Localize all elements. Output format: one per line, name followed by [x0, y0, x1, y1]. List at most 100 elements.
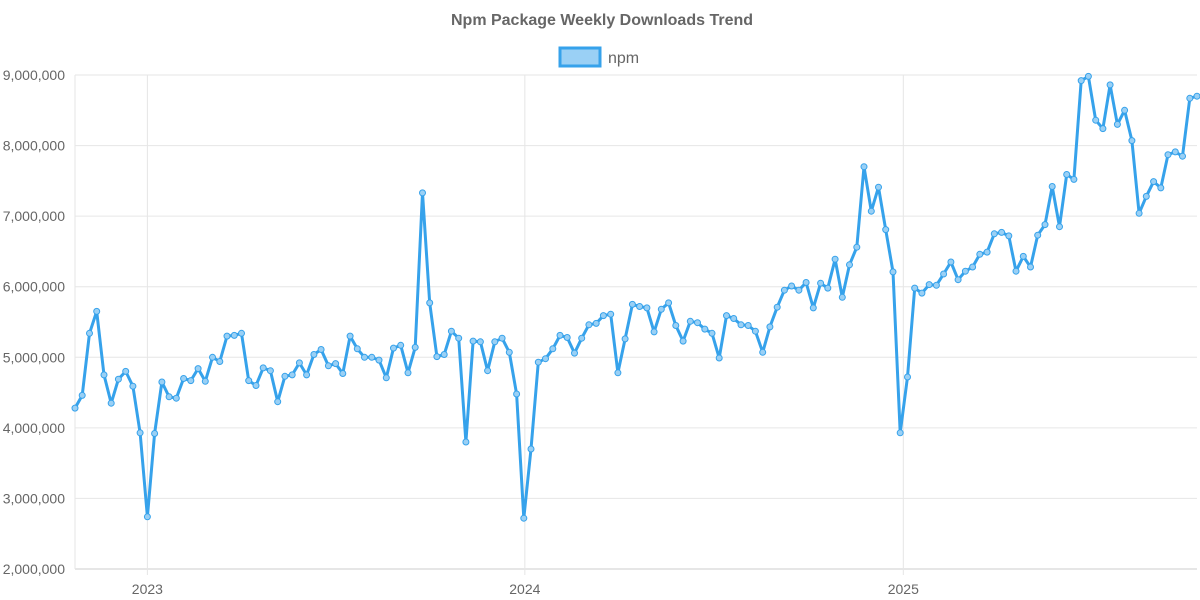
data-point[interactable] [513, 390, 521, 398]
data-point[interactable] [976, 250, 984, 258]
data-point[interactable] [802, 279, 810, 286]
data-point[interactable] [860, 163, 868, 171]
data-point[interactable] [672, 322, 680, 329]
data-point[interactable] [932, 281, 940, 289]
data-point[interactable] [875, 183, 882, 191]
data-point[interactable] [100, 371, 108, 379]
data-point[interactable] [1164, 151, 1172, 159]
data-point[interactable] [266, 367, 274, 375]
data-point[interactable] [274, 398, 282, 406]
data-point[interactable] [346, 332, 354, 340]
data-point[interactable] [288, 371, 296, 379]
data-point[interactable] [317, 346, 325, 353]
data-point[interactable] [1048, 183, 1056, 190]
data-point[interactable] [151, 430, 159, 437]
data-point[interactable] [1113, 120, 1121, 128]
data-point[interactable] [650, 328, 658, 336]
data-point[interactable] [1041, 221, 1049, 229]
data-point[interactable] [744, 322, 752, 329]
data-point[interactable] [462, 438, 470, 446]
data-point[interactable] [469, 337, 477, 345]
data-point[interactable] [809, 304, 817, 312]
data-point[interactable] [332, 360, 340, 368]
data-point[interactable] [78, 391, 86, 399]
data-point[interactable] [585, 321, 593, 329]
data-point[interactable] [614, 369, 622, 377]
data-point[interactable] [961, 267, 969, 275]
data-point[interactable] [476, 338, 484, 346]
data-point[interactable] [882, 226, 890, 234]
data-point[interactable] [136, 429, 144, 437]
data-point[interactable] [440, 351, 448, 358]
data-point[interactable] [556, 331, 564, 339]
data-point[interactable] [93, 307, 101, 315]
data-point[interactable] [773, 303, 781, 311]
data-point[interactable] [230, 331, 238, 339]
data-point[interactable] [636, 303, 644, 310]
data-point[interactable] [180, 375, 188, 382]
data-point[interactable] [86, 329, 93, 337]
data-point[interactable] [824, 284, 832, 292]
data-point[interactable] [730, 315, 738, 322]
data-point[interactable] [990, 230, 998, 238]
data-point[interactable] [1012, 267, 1020, 275]
data-point[interactable] [491, 338, 499, 346]
data-point[interactable] [831, 255, 839, 263]
data-point[interactable] [1150, 178, 1158, 186]
data-point[interactable] [1092, 116, 1100, 124]
data-point[interactable] [339, 370, 347, 377]
data-point[interactable] [911, 284, 919, 292]
data-point[interactable] [759, 348, 767, 356]
data-point[interactable] [455, 334, 463, 342]
data-point[interactable] [607, 310, 615, 318]
data-point[interactable] [129, 382, 137, 390]
data-point[interactable] [1019, 252, 1027, 260]
data-point[interactable] [390, 344, 397, 352]
data-point[interactable] [1135, 209, 1143, 217]
data-point[interactable] [904, 373, 911, 381]
data-point[interactable] [71, 404, 79, 412]
data-point[interactable] [542, 355, 549, 363]
data-point[interactable] [411, 343, 419, 351]
data-point[interactable] [295, 359, 303, 367]
data-point[interactable] [447, 327, 455, 335]
data-point[interactable] [737, 321, 745, 329]
data-point[interactable] [375, 356, 383, 364]
data-point[interactable] [122, 367, 130, 375]
data-point[interactable] [143, 513, 151, 521]
data-point[interactable] [940, 270, 948, 278]
data-point[interactable] [1186, 94, 1194, 102]
data-point[interactable] [238, 329, 245, 337]
data-point[interactable] [795, 286, 803, 294]
data-point[interactable] [1034, 231, 1042, 239]
data-point[interactable] [527, 445, 535, 453]
data-point[interactable] [969, 263, 977, 271]
data-point[interactable] [498, 334, 506, 342]
data-point[interactable] [592, 319, 600, 327]
data-point[interactable] [918, 289, 926, 297]
data-point[interactable] [172, 394, 180, 402]
data-point[interactable] [657, 305, 665, 313]
data-point[interactable] [426, 299, 434, 307]
data-point[interactable] [578, 334, 586, 342]
data-point[interactable] [505, 348, 513, 356]
data-point[interactable] [628, 300, 636, 308]
data-point[interactable] [838, 293, 846, 301]
data-point[interactable] [751, 327, 759, 335]
data-point[interactable] [947, 258, 955, 266]
data-point[interactable] [1142, 192, 1150, 200]
data-point[interactable] [259, 364, 267, 372]
data-point[interactable] [665, 299, 673, 307]
data-point[interactable] [549, 345, 557, 353]
data-point[interactable] [353, 345, 361, 353]
data-point[interactable] [324, 362, 332, 370]
data-point[interactable] [484, 367, 492, 375]
data-point[interactable] [621, 335, 629, 343]
data-point[interactable] [867, 207, 875, 215]
data-point[interactable] [846, 261, 853, 269]
data-point[interactable] [1121, 106, 1129, 114]
data-point[interactable] [563, 334, 571, 341]
data-point[interactable] [158, 378, 166, 386]
data-point[interactable] [788, 282, 796, 290]
data-point[interactable] [281, 372, 289, 380]
